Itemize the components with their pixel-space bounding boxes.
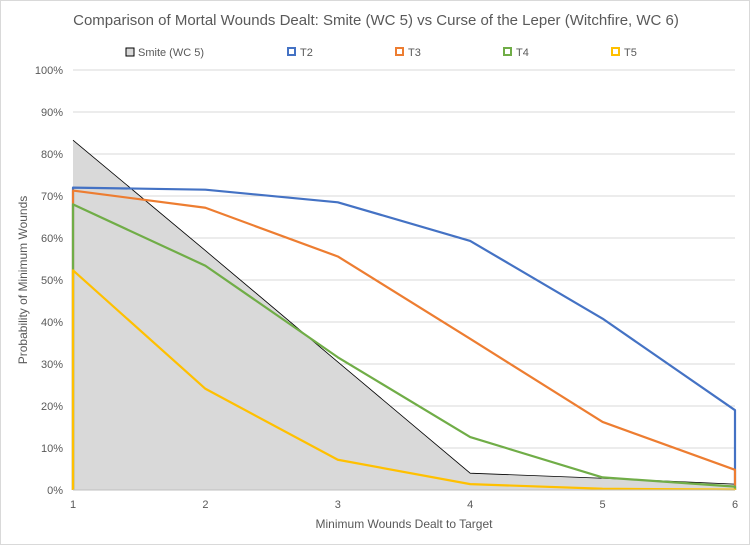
- y-tick-label: 90%: [41, 107, 63, 119]
- legend-swatch-t3: [395, 47, 404, 56]
- y-tick-label: 40%: [41, 317, 63, 329]
- legend-swatch-t2: [287, 47, 296, 56]
- x-tick-label: 6: [732, 499, 738, 511]
- legend-label-smite-wc-5: Smite (WC 5): [138, 47, 204, 59]
- x-tick-label: 1: [70, 499, 76, 511]
- series-line-t5: [71, 269, 737, 491]
- y-tick-label: 100%: [35, 65, 63, 77]
- x-tick-label: 3: [335, 499, 341, 511]
- x-tick-label: 2: [202, 499, 208, 511]
- y-tick-label: 50%: [41, 275, 63, 287]
- x-axis-title: Minimum Wounds Dealt to Target: [316, 517, 494, 531]
- y-axis-title: Probability of Minimum Wounds: [16, 196, 30, 365]
- y-tick-label: 0%: [47, 485, 63, 497]
- legend-swatch-t4: [503, 47, 512, 56]
- legend-label-t3: T3: [408, 47, 421, 59]
- y-tick-label: 30%: [41, 359, 63, 371]
- legend-swatch-smite-wc-5: [125, 47, 135, 57]
- series-line-t4: [71, 203, 737, 490]
- chart-title: Comparison of Mortal Wounds Dealt: Smite…: [73, 12, 679, 29]
- x-tick-label: 5: [600, 499, 606, 511]
- series-line-t2: [71, 186, 737, 490]
- series-area-smite-wc-5: [73, 140, 735, 490]
- legend-label-t2: T2: [300, 47, 313, 59]
- y-tick-label: 20%: [41, 401, 63, 413]
- y-tick-labels: 0% 10% 20% 30% 40% 50% 60% 70% 80% 90% 100%: [35, 65, 63, 497]
- legend-label-t5: T5: [624, 47, 637, 59]
- y-tick-label: 70%: [41, 191, 63, 203]
- y-tick-label: 10%: [41, 443, 63, 455]
- x-tick-labels: 1 2 3 4 5 6: [70, 499, 738, 511]
- legend: Smite (WC 5) T2 T3 T4 T5: [125, 47, 637, 59]
- x-tick-label: 4: [467, 499, 473, 511]
- line-layer: [71, 186, 737, 491]
- legend-label-t4: T4: [516, 47, 529, 59]
- area-layer: [72, 139, 736, 490]
- series-line-t3: [71, 189, 737, 490]
- legend-swatch-t5: [611, 47, 620, 56]
- y-tick-label: 80%: [41, 149, 63, 161]
- y-tick-label: 60%: [41, 233, 63, 245]
